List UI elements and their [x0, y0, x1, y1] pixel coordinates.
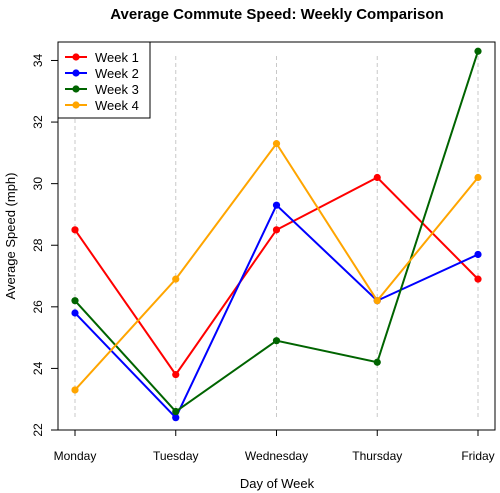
- legend-item: Week 2: [65, 66, 139, 81]
- legend-swatch-point: [72, 101, 80, 109]
- legend-label: Week 3: [95, 82, 139, 97]
- data-point: [71, 309, 79, 317]
- y-tick-label: 34: [31, 53, 45, 67]
- legend-label: Week 2: [95, 66, 139, 81]
- x-tick-label: Wednesday: [245, 449, 308, 463]
- x-tick-label: Friday: [461, 449, 494, 463]
- grid-lines: [74, 56, 479, 418]
- y-tick-label: 30: [31, 177, 45, 191]
- x-axis-label: Day of Week: [240, 476, 315, 491]
- y-tick-label: 24: [31, 361, 45, 375]
- series-1: [71, 173, 482, 379]
- x-tick-label: Monday: [54, 449, 97, 463]
- chart-title: Average Commute Speed: Weekly Comparison: [110, 6, 443, 23]
- y-tick-label: 26: [31, 300, 45, 314]
- data-point: [474, 47, 482, 55]
- data-point: [272, 226, 281, 234]
- data-point: [272, 337, 281, 345]
- legend-item: Week 1: [65, 50, 139, 65]
- data-point: [373, 297, 381, 305]
- y-tick-label: 32: [31, 115, 45, 129]
- legend-swatch-point: [72, 69, 80, 77]
- legend-item: Week 4: [65, 98, 139, 113]
- data-point: [71, 226, 79, 234]
- y-tick-label: 28: [31, 238, 45, 252]
- series-4: [71, 140, 482, 394]
- data-point: [373, 173, 381, 182]
- x-tick-label: Tuesday: [153, 449, 199, 463]
- data-point: [474, 250, 482, 259]
- data-point: [172, 414, 180, 422]
- legend-label: Week 4: [95, 98, 139, 113]
- data-point: [172, 275, 180, 283]
- legend-label: Week 1: [95, 50, 139, 65]
- data-point: [272, 201, 281, 209]
- data-point: [71, 297, 79, 305]
- x-axis: Monday Tuesday Wednesday Thursday Friday: [54, 430, 495, 463]
- y-axis-label: Average Speed (mph): [3, 173, 18, 300]
- data-point: [172, 407, 180, 416]
- y-axis: 22 24 26 28 30 32 34: [31, 53, 58, 437]
- legend-item: Week 3: [65, 82, 139, 97]
- legend-swatch-point: [72, 85, 80, 93]
- data-point: [474, 173, 482, 182]
- legend-swatch-point: [72, 53, 80, 61]
- data-point: [172, 370, 180, 379]
- y-tick-label: 22: [31, 423, 45, 437]
- data-point: [272, 140, 281, 148]
- x-tick-label: Thursday: [352, 449, 402, 463]
- data-point: [474, 275, 482, 283]
- data-point: [71, 386, 79, 394]
- series-lines: [71, 47, 482, 422]
- data-point: [373, 358, 381, 366]
